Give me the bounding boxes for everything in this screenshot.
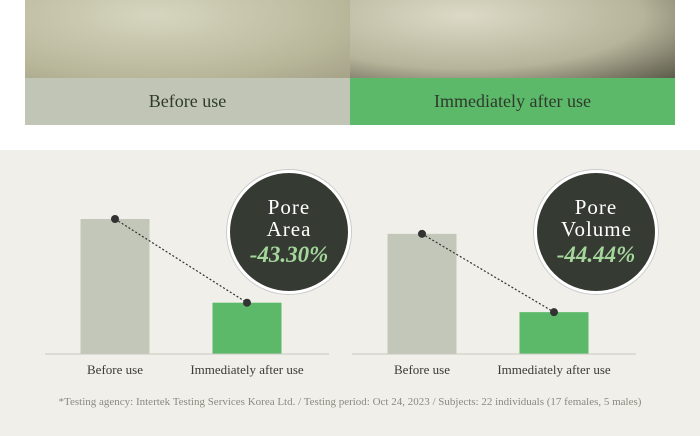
badge-value: -43.30% xyxy=(249,242,329,267)
trend-point xyxy=(418,229,426,238)
photo-label: Immediately after use xyxy=(350,78,675,125)
result-badge: Pore Area -43.30% xyxy=(227,170,351,294)
after-photo xyxy=(350,0,675,78)
x-tick-label: Before use xyxy=(87,362,143,377)
trend-point xyxy=(111,215,119,223)
x-tick-label: Immediately after use xyxy=(497,362,611,377)
result-badge: Pore Volume -44.44% xyxy=(534,170,658,294)
trend-point xyxy=(550,308,558,317)
trend-point xyxy=(243,298,251,307)
bar xyxy=(519,312,589,354)
x-tick-label: Before use xyxy=(394,362,450,377)
before-photo xyxy=(25,0,350,78)
bar xyxy=(80,219,150,354)
footnote: *Testing agency: Intertek Testing Servic… xyxy=(58,396,642,408)
trend-line xyxy=(421,233,555,313)
photo-label: Before use xyxy=(25,78,350,125)
x-tick-label: Immediately after use xyxy=(190,362,304,377)
badge-value: -44.44% xyxy=(556,242,636,267)
badge-title: Pore Volume xyxy=(561,195,632,241)
bar xyxy=(212,302,282,354)
badge-title: Pore Area xyxy=(266,195,312,241)
bar xyxy=(387,233,457,354)
